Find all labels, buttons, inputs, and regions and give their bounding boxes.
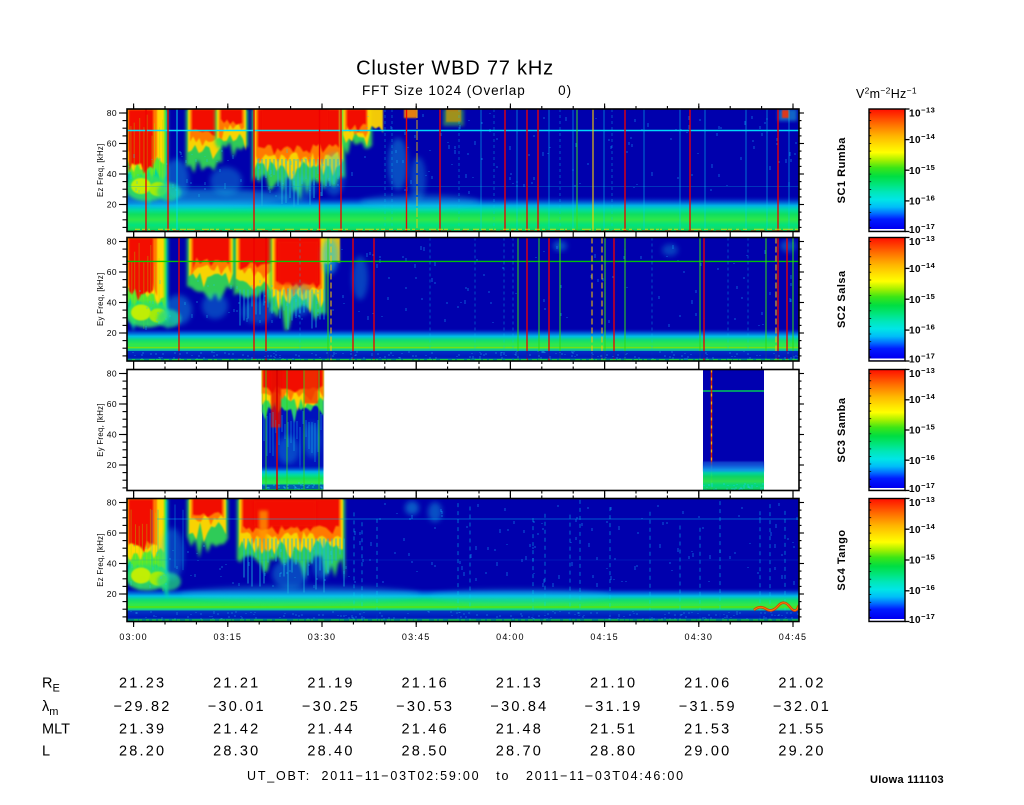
svg-text:SC1 Rumba: SC1 Rumba bbox=[836, 137, 848, 204]
svg-text:21.53: 21.53 bbox=[684, 722, 731, 738]
svg-text:80: 80 bbox=[107, 108, 117, 118]
svg-text:21.10: 21.10 bbox=[590, 676, 637, 692]
svg-text:21.06: 21.06 bbox=[684, 676, 731, 692]
svg-text:28.70: 28.70 bbox=[496, 744, 543, 760]
svg-text:03:30: 03:30 bbox=[308, 632, 337, 642]
svg-text:21.21: 21.21 bbox=[213, 676, 260, 692]
svg-text:21.19: 21.19 bbox=[307, 676, 354, 692]
svg-text:MLT: MLT bbox=[42, 722, 70, 738]
svg-text:28.20: 28.20 bbox=[119, 744, 166, 760]
svg-text:Ez Freq, [kHz]: Ez Freq, [kHz] bbox=[96, 143, 105, 197]
svg-text:21.13: 21.13 bbox=[496, 676, 543, 692]
svg-text:04:15: 04:15 bbox=[590, 632, 619, 642]
svg-text:−29.82: −29.82 bbox=[114, 699, 172, 715]
svg-text:28.30: 28.30 bbox=[213, 744, 260, 760]
svg-text:21.51: 21.51 bbox=[590, 722, 637, 738]
svg-text:04:30: 04:30 bbox=[685, 632, 714, 642]
svg-text:80: 80 bbox=[107, 498, 117, 508]
svg-text:20: 20 bbox=[107, 328, 117, 338]
svg-text:UT_OBT: 2011−11−03T02:59:00: UT_OBT: 2011−11−03T02:59:00 to 2011−11−0… bbox=[247, 769, 685, 783]
svg-text:21.55: 21.55 bbox=[778, 722, 825, 738]
svg-text:40: 40 bbox=[107, 169, 117, 179]
svg-text:21.39: 21.39 bbox=[119, 722, 166, 738]
svg-text:FFT Size 1024 (Overlap 0: FFT Size 1024 (Overlap 0) bbox=[362, 83, 572, 98]
svg-text:20: 20 bbox=[107, 200, 117, 210]
svg-text:Ez Freq, [kHz]: Ez Freq, [kHz] bbox=[96, 533, 105, 587]
svg-text:28.50: 28.50 bbox=[402, 744, 449, 760]
svg-text:03:15: 03:15 bbox=[214, 632, 243, 642]
svg-text:60: 60 bbox=[107, 267, 117, 277]
svg-text:21.46: 21.46 bbox=[402, 722, 449, 738]
svg-text:21.48: 21.48 bbox=[496, 722, 543, 738]
svg-text:28.40: 28.40 bbox=[307, 744, 354, 760]
svg-text:29.00: 29.00 bbox=[684, 744, 731, 760]
svg-text:03:45: 03:45 bbox=[402, 632, 431, 642]
svg-text:80: 80 bbox=[107, 237, 117, 247]
svg-text:04:45: 04:45 bbox=[779, 632, 808, 642]
svg-text:40: 40 bbox=[107, 298, 117, 308]
svg-text:−31.59: −31.59 bbox=[679, 699, 737, 715]
svg-text:21.02: 21.02 bbox=[778, 676, 825, 692]
svg-text:60: 60 bbox=[107, 528, 117, 538]
svg-text:V2m−2Hz−1: V2m−2Hz−1 bbox=[856, 86, 917, 102]
svg-text:21.42: 21.42 bbox=[213, 722, 260, 738]
svg-text:20: 20 bbox=[107, 460, 117, 470]
svg-text:21.16: 21.16 bbox=[402, 676, 449, 692]
svg-text:04:00: 04:00 bbox=[496, 632, 525, 642]
svg-text:20: 20 bbox=[107, 589, 117, 599]
svg-text:28.80: 28.80 bbox=[590, 744, 637, 760]
svg-text:−31.19: −31.19 bbox=[585, 699, 643, 715]
svg-text:21.23: 21.23 bbox=[119, 676, 166, 692]
svg-text:−30.01: −30.01 bbox=[208, 699, 266, 715]
svg-text:−30.53: −30.53 bbox=[396, 699, 454, 715]
svg-text:03:00: 03:00 bbox=[119, 632, 148, 642]
svg-text:40: 40 bbox=[107, 559, 117, 569]
svg-text:29.20: 29.20 bbox=[778, 744, 825, 760]
svg-text:UIowa 111103: UIowa 111103 bbox=[870, 774, 944, 786]
svg-text:60: 60 bbox=[107, 139, 117, 149]
svg-text:Ey Freq, [kHz]: Ey Freq, [kHz] bbox=[96, 272, 105, 326]
svg-text:−30.25: −30.25 bbox=[302, 699, 360, 715]
svg-text:Ey Freq, [kHz]: Ey Freq, [kHz] bbox=[96, 403, 105, 457]
svg-text:40: 40 bbox=[107, 430, 117, 440]
svg-text:L: L bbox=[42, 744, 50, 760]
svg-text:Cluster WBD 77 kHz: Cluster WBD 77 kHz bbox=[356, 58, 554, 80]
svg-text:−32.01: −32.01 bbox=[773, 699, 831, 715]
svg-text:SC2 Salsa: SC2 Salsa bbox=[836, 270, 848, 328]
svg-text:−30.84: −30.84 bbox=[490, 699, 548, 715]
svg-text:SC3 Samba: SC3 Samba bbox=[836, 397, 848, 462]
svg-text:SC4 Tango: SC4 Tango bbox=[836, 529, 848, 590]
svg-text:60: 60 bbox=[107, 399, 117, 409]
svg-text:80: 80 bbox=[107, 369, 117, 379]
svg-text:21.44: 21.44 bbox=[307, 722, 354, 738]
